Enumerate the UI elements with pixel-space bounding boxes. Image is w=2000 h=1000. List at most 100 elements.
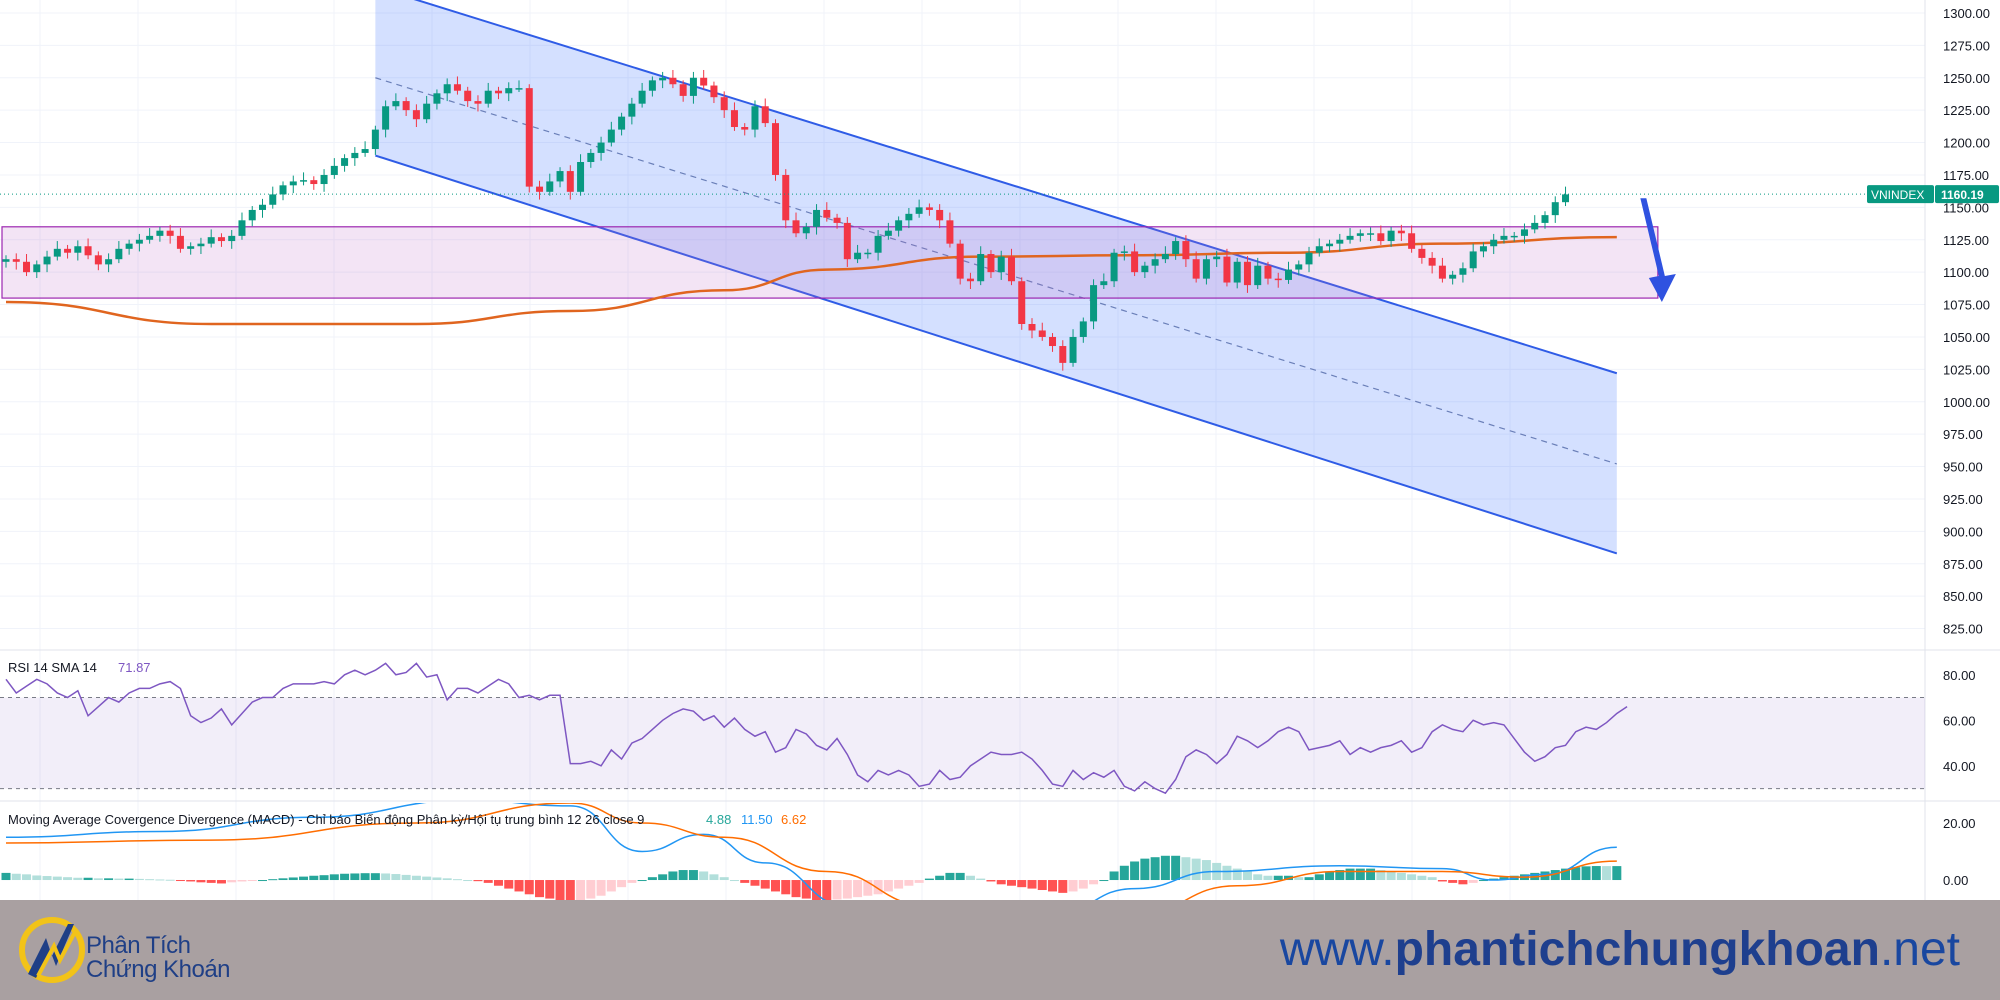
candle-body [946,220,954,244]
candle-body [1387,230,1395,242]
chart-svg: 1300.00 1275.00 1250.00 1225.00 1200.00 1175.… [0,0,2000,901]
candle-body [1131,251,1139,273]
y-tick-label: 1250.00 [1943,71,1990,86]
candle-body [1182,241,1190,260]
macd-hist-bar [319,875,329,881]
candle-body [659,77,667,81]
candle-body [53,248,61,257]
macd-hist-bar [237,880,247,882]
candle-body [1397,230,1405,234]
macd-hist-bar [1478,880,1488,882]
candle-body [382,106,390,130]
macd-hist-bar [791,880,801,898]
site-url-prefix: www. [1279,923,1395,976]
candle-body [1254,265,1262,286]
candle-body [392,101,400,107]
macd-hist-bar [360,873,370,881]
candle-body [135,239,143,244]
candle-body [1202,259,1210,279]
macd-hist-bar [555,880,565,900]
macd-hist-bar [945,872,955,881]
candle-body [566,171,574,192]
macd-title: Moving Average Covergence Divergence (MA… [8,812,644,827]
macd-hist-bar [668,871,678,881]
brand-logo-line2: Chứng Khoán [86,956,231,983]
candle-body [1192,259,1200,279]
macd-hist-bar [514,880,524,892]
macd-hist-bar [1273,875,1283,881]
macd-hist-bar [894,880,904,889]
regression-channel [375,0,1618,555]
macd-hist-bar [853,880,863,898]
candle-body [1059,346,1067,363]
macd-hist-bar [1048,880,1058,892]
macd-hist-bar [1386,871,1396,881]
candle-body [915,207,923,214]
macd-hist-bar [32,875,42,881]
macd-hist-bar [504,880,514,889]
macd-hist-bar [647,877,657,881]
candle-body [1264,265,1272,279]
candle-body [597,142,605,153]
macd-hist-bar [1253,874,1263,881]
macd-hist-bar [329,874,339,881]
macd-hist-bar [1089,880,1099,885]
macd-hist-bar [493,880,503,886]
macd-hist-bar [750,880,760,886]
candle-body [197,243,205,247]
candle-body [700,77,708,86]
macd-hist-bar [935,875,945,881]
candle-body [156,230,164,236]
candle-body [1490,239,1498,247]
macd-hist-bar [93,878,103,881]
candle-body [1305,252,1313,265]
down-arrow-shape [1640,198,1676,302]
y-tick-label: 1100.00 [1943,265,1989,280]
candle-body [279,185,287,195]
macd-hist-bar [165,879,175,881]
macd-hist-bar [442,878,452,881]
macd-hist-bar [1242,871,1252,881]
candle-body [956,243,964,279]
candle-body [648,80,656,91]
macd-hist-bar [247,880,257,882]
candle-body [843,222,851,260]
candle-body [1151,259,1159,266]
macd-hist-bar [1140,858,1150,881]
macd-hist-bar [760,880,770,889]
macd-hist-bar [124,878,134,881]
macd-hist-bar [842,880,852,899]
macd-hist-bar [350,873,360,881]
site-url[interactable]: www.phantichchungkhoan.net [1280,922,1960,978]
macd-hist-bar [11,873,21,881]
candle-body [833,217,841,223]
candle-body [1346,235,1354,240]
y-tick-label: 1300.00 [1943,6,1990,21]
macd-hist-bar [955,872,965,881]
macd-hist-bar [411,875,421,881]
candle-body [433,93,441,104]
macd-hist-bar [822,880,832,900]
macd-hist-bar [1612,866,1622,881]
candle-body [823,209,831,218]
macd-hist-bar [1427,877,1437,881]
macd-hist-bar [719,877,729,881]
candle-body [105,259,113,265]
moving-average-line [5,235,1617,326]
macd-hist-bar [1366,868,1376,881]
macd-hist-bar [873,880,883,895]
rsi-title: RSI 14 SMA 14 [8,660,97,675]
rsi-band [0,697,1925,789]
brand-logo-text: Phân Tích Chứng Khoán [86,934,231,983]
y-tick-label: 1000.00 [1943,395,1990,410]
macd-hist-bar [1468,880,1478,883]
candle-body [802,226,810,234]
candle-body [228,235,236,242]
candle-body [2,259,10,262]
macd-hist-bar [781,880,791,895]
macd-hist-bar [1109,871,1119,881]
macd-hist-bar [688,870,698,881]
macd-hist-bar [52,876,62,881]
candle-body [187,246,195,249]
